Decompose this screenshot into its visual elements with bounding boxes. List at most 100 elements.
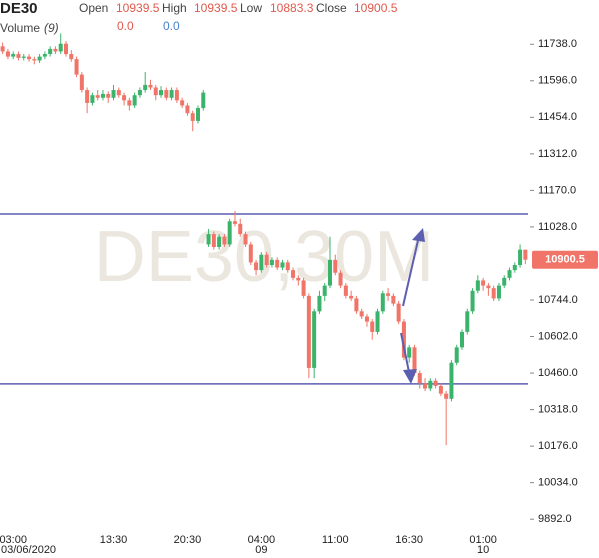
- candle-body: [523, 249, 528, 260]
- candle-body: [32, 59, 37, 61]
- candle-body: [454, 347, 459, 363]
- y-tick-label: 11170.0: [538, 184, 576, 196]
- x-tick-label: 01:00: [469, 534, 497, 546]
- value: 10900.5: [354, 1, 398, 15]
- label: (9): [44, 21, 59, 35]
- candle-body: [164, 90, 169, 98]
- x-tick-label: 03:00: [0, 534, 27, 546]
- candle-body: [354, 298, 359, 312]
- candle-body: [507, 270, 512, 278]
- value: 0.0: [163, 19, 180, 33]
- candle-body: [343, 285, 348, 296]
- candle-body: [238, 223, 243, 235]
- label: Open: [79, 1, 108, 15]
- candle-body: [375, 311, 380, 332]
- candle-body: [195, 108, 201, 121]
- candle-body: [69, 54, 74, 60]
- x-date-label: 09: [255, 544, 267, 556]
- annotation-arrow: [402, 235, 420, 307]
- candle-body: [496, 285, 501, 299]
- annotation-arrow: [400, 332, 410, 373]
- candle-body: [143, 84, 148, 91]
- candle-body: [470, 290, 475, 312]
- candle-body: [333, 259, 338, 273]
- candle-body: [301, 280, 306, 296]
- candle-body: [90, 95, 95, 103]
- y-tick-label: 11596.0: [538, 75, 577, 87]
- candle-body: [407, 347, 412, 358]
- candle-body: [21, 56, 26, 58]
- y-tick-label: 10460.0: [538, 367, 578, 379]
- candle-body: [322, 285, 327, 296]
- candle-body: [201, 92, 206, 109]
- candle-body: [95, 95, 100, 98]
- candle-body: [502, 277, 507, 286]
- candle-body: [148, 84, 153, 88]
- candle-body: [243, 234, 248, 245]
- candle-body: [291, 270, 296, 278]
- candle-body: [296, 277, 301, 281]
- candle-body: [16, 54, 21, 58]
- y-tick-label: 11312.0: [538, 148, 577, 160]
- candle-body: [174, 90, 179, 101]
- symbol: DE30: [0, 0, 38, 17]
- candle-body: [58, 43, 63, 52]
- candle-body: [417, 373, 422, 384]
- candle-body: [53, 48, 58, 52]
- candle-body: [206, 234, 211, 245]
- candle-body: [48, 48, 53, 55]
- label: Volume: [0, 21, 40, 35]
- candle-body: [248, 244, 253, 263]
- value: 10883.3: [270, 1, 314, 15]
- candle-body: [227, 221, 232, 245]
- y-tick-label: 10176.0: [538, 440, 578, 452]
- y-tick-label: 10318.0: [538, 403, 578, 415]
- y-tick-label: 9892.0: [538, 513, 572, 525]
- candle-body: [380, 293, 385, 312]
- candle-body: [190, 113, 195, 121]
- candle-body: [475, 280, 480, 291]
- candle-body: [465, 311, 470, 332]
- candle-body: [159, 90, 164, 96]
- candle-body: [317, 295, 322, 312]
- candle-body: [42, 54, 47, 57]
- candle-body: [5, 51, 10, 57]
- candle-body: [327, 259, 333, 286]
- candle-body: [264, 254, 269, 265]
- candle-body: [122, 95, 127, 101]
- candle-body: [111, 90, 116, 98]
- y-tick-label: 10034.0: [538, 477, 578, 489]
- x-tick-label: 13:30: [100, 534, 128, 546]
- candle-body: [269, 259, 274, 265]
- candle-body: [85, 90, 90, 103]
- candle-body: [412, 347, 417, 374]
- y-tick-label: 10602.0: [538, 330, 578, 342]
- candle-body: [396, 303, 401, 322]
- x-tick-label: 20:30: [174, 534, 202, 546]
- arrow-head: [412, 228, 425, 242]
- candle-body: [481, 280, 486, 286]
- candle-body: [63, 43, 69, 55]
- candle-body: [259, 254, 264, 271]
- candle-body: [285, 262, 290, 271]
- candle-body: [428, 380, 433, 389]
- y-tick-label: 11738.0: [538, 38, 577, 50]
- candle-body: [370, 321, 375, 332]
- x-tick-label: 16:30: [395, 534, 423, 546]
- candle-body: [11, 54, 16, 57]
- candle-body: [232, 221, 237, 224]
- arrow-head: [403, 369, 417, 384]
- watermark: DE30,30M: [94, 217, 434, 297]
- candle-body: [512, 265, 517, 271]
- candle-body: [459, 331, 465, 348]
- x-date-label: 10: [477, 544, 489, 556]
- candle-body: [37, 56, 42, 61]
- candle-body: [433, 380, 438, 386]
- candle-body: [180, 100, 185, 106]
- candle-body: [74, 59, 79, 75]
- candle-body: [116, 90, 121, 96]
- price-tag: [532, 250, 598, 269]
- candle-body: [391, 295, 396, 304]
- candle-body: [312, 311, 317, 368]
